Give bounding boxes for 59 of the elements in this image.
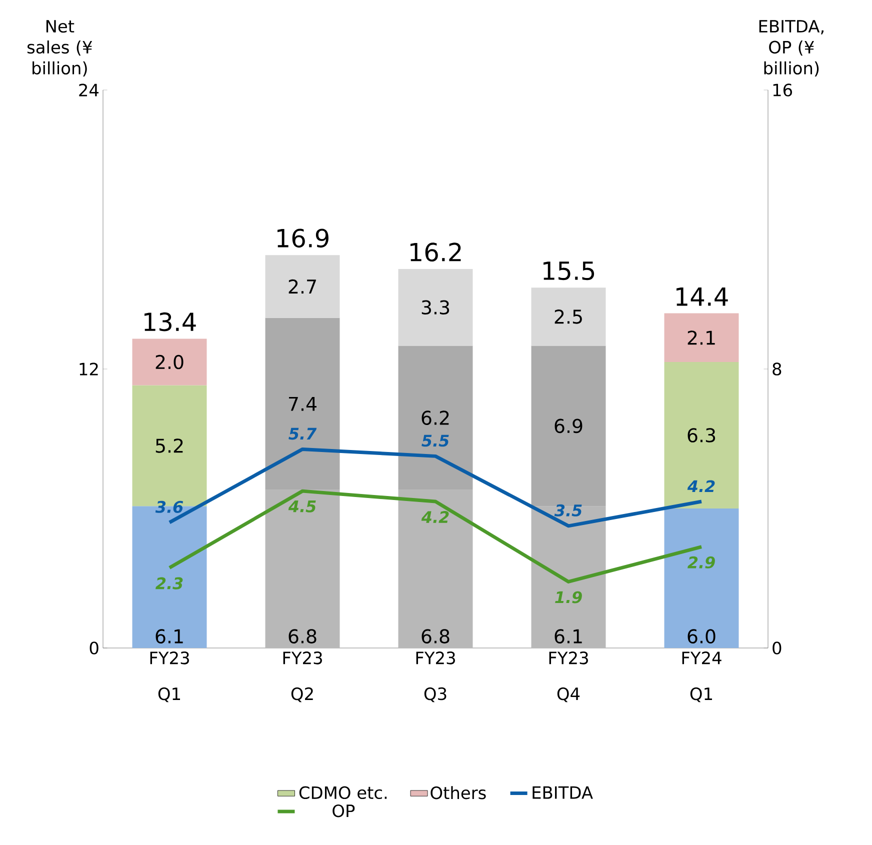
bar [398,490,473,648]
total-label: 13.4 [144,312,196,332]
total-label: 16.2 [410,242,461,262]
bar [664,508,739,648]
category-label: FY23 Q2 [283,652,322,702]
total-label: 16.9 [278,228,328,248]
y-axis-title: Net sales (¥ billion) [27,20,92,77]
bar [265,318,340,490]
data-label: 7.4 [288,396,316,411]
y-tick-label: 0 [90,642,98,654]
bar [132,338,207,386]
legend-label: Others [430,786,486,800]
data-label: 2.5 [554,310,582,324]
bar [664,313,739,362]
data-label: 6.0 [688,629,716,644]
data-label: 1.9 [555,591,582,604]
data-label: 6.3 [688,428,716,442]
bar [265,255,340,318]
data-label: 2.3 [156,577,183,590]
y-tick-label: 12 [80,362,98,376]
data-label: 5.2 [156,438,183,453]
data-label: 2.0 [156,354,184,370]
data-label: 3.6 [155,500,184,513]
data-label: 5.5 [422,434,449,447]
y2-tick-label: 16 [773,84,792,96]
data-label: 6.8 [288,629,316,644]
data-label: 4.2 [687,480,715,492]
bar [664,362,739,508]
bar [531,288,606,346]
total-label: 14.4 [676,288,728,306]
y2-axis-title: EBITDA, OP (¥ billion) [759,20,824,77]
category-label: FY23 Q3 [416,652,455,702]
data-label: 2.1 [688,330,715,345]
y2-tick-label: 0 [772,642,782,654]
data-label: 5.7 [288,428,317,440]
total-label: 15.5 [544,262,594,280]
bar [398,269,473,346]
legend-label: OP [332,804,355,818]
legend-label: CDMO etc. [299,786,387,800]
data-label: 3.5 [554,504,582,516]
category-label: FY23 Q4 [549,652,588,702]
data-label: 2.7 [288,279,316,294]
y2-tick-label: 8 [772,362,782,376]
data-label: 4.5 [288,500,316,512]
bar [398,346,473,490]
y-tick-label: 24 [79,84,99,96]
data-label: 6.2 [422,410,449,425]
data-label: 4.2 [421,511,449,523]
data-label: 6.1 [554,629,582,644]
data-label: 2.9 [688,556,715,568]
bar [265,490,340,648]
category-label: FY24 Q1 [682,652,722,702]
category-label: FY23 Q1 [150,652,189,702]
bar [531,506,606,648]
legend-label: EBITDA [532,786,593,799]
data-label: 6.9 [554,418,582,434]
data-label: 6.1 [156,629,183,644]
data-label: 3.3 [422,300,450,315]
data-label: 6.8 [422,629,450,644]
